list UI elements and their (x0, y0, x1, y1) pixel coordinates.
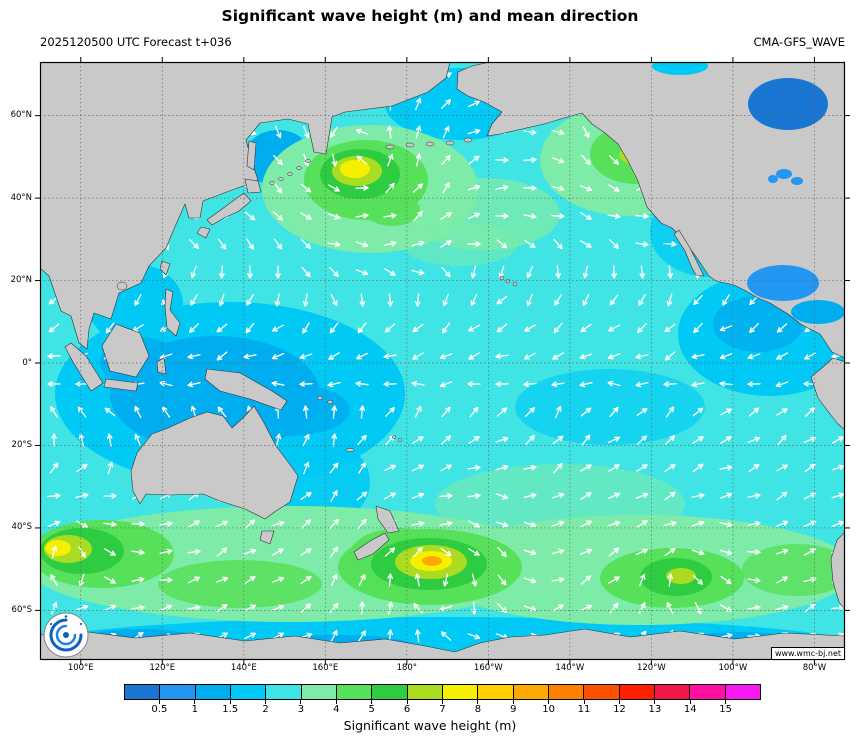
colorbar-tick (229, 700, 231, 704)
colorbar-cell (125, 685, 161, 699)
lon-tick-label: 120°W (636, 663, 666, 673)
colorbar-tick-label: 11 (577, 704, 591, 715)
colorbar-label: Significant wave height (m) (343, 718, 517, 733)
wmc-logo (43, 612, 89, 658)
lon-tick-label: 100°E (67, 663, 94, 673)
watermark: www.wmc-bj.net (770, 647, 845, 660)
lat-tick-label: 20°N (10, 275, 32, 286)
colorbar-tick-label: 0.5 (151, 704, 168, 715)
colorbar-cell (478, 685, 514, 699)
land-masses (40, 62, 845, 660)
colorbar-tick-label: 7 (439, 704, 446, 715)
colorbar-tick (477, 700, 479, 704)
model-name-label: CMA-GFS_WAVE (753, 35, 845, 49)
colorbar-tick-label: 10 (542, 704, 556, 715)
colorbar-tick (371, 700, 373, 704)
colorbar-cell (654, 685, 691, 699)
colorbar-tick-label: 12 (613, 704, 626, 715)
colorbar-tick (689, 700, 691, 704)
lon-tick-label: 180° (396, 663, 418, 673)
colorbar-tick-label: 15 (719, 704, 732, 715)
colorbar-cell (301, 685, 337, 699)
colorbar-tick-label: 6 (403, 704, 411, 715)
colorbar-cell (266, 685, 302, 699)
colorbar-tick (158, 700, 160, 704)
colorbar-tick-label: 3 (297, 704, 305, 715)
colorbar-tick-label: 14 (683, 704, 697, 715)
colorbar-tick-label: 9 (510, 704, 517, 715)
colorbar-cell (725, 685, 760, 699)
colorbar-tick (512, 700, 514, 704)
cyclone-logo-icon (43, 612, 89, 658)
forecast-run-label: 2025120500 UTC Forecast t+036 (40, 35, 232, 49)
colorbar-cell (513, 685, 549, 699)
colorbar-cell (442, 685, 479, 699)
lon-tick-label: 160°W (473, 663, 503, 673)
lon-tick-label: 100°W (718, 663, 748, 673)
map-plot-area: www.wmc-bj.net (35, 57, 850, 665)
x-axis-longitude: 100°E 120°E 140°E 160°E 180° 160°W 140°W 120°W 1… (40, 663, 845, 675)
colorbar-tick-label: 4 (333, 704, 340, 715)
colorbar-cell (548, 685, 585, 699)
lon-tick-label: 140°W (555, 663, 585, 673)
y-axis-latitude: 60°N 40°N 20°N 0° 20°S 40°S 60°S (0, 62, 37, 660)
lat-tick-label: 20°S (11, 439, 32, 450)
lat-tick-label: 60°S (11, 604, 32, 615)
colorbar-tick-label: 1.5 (222, 704, 239, 715)
lon-tick-label: 80°W (802, 663, 827, 673)
colorbar-tick (583, 700, 585, 704)
lat-tick-label: 40°N (10, 192, 32, 203)
colorbar-cell (690, 685, 726, 699)
lon-tick-label: 120°E (149, 663, 176, 673)
lat-tick-label: 40°S (11, 522, 32, 533)
colorbar-tick (300, 700, 302, 704)
colorbar-cell (160, 685, 196, 699)
colorbar-cell (372, 685, 408, 699)
colorbar-tick-label: 8 (474, 704, 482, 715)
colorbar-ticks (124, 700, 761, 704)
colorbar-tick-label: 2 (262, 704, 269, 715)
colorbar-cell (584, 685, 620, 699)
lat-tick-label: 60°N (10, 110, 32, 121)
lon-tick-label: 160°E (312, 663, 339, 673)
colorbar-tick-label: 13 (648, 704, 662, 715)
colorbar-tick (265, 700, 267, 704)
colorbar-tick (406, 700, 408, 704)
map-frame (39, 61, 846, 661)
colorbar-tick (725, 700, 727, 704)
colorbar-cell (195, 685, 231, 699)
colorbar-tick (654, 700, 656, 704)
colorbar-cell (619, 685, 655, 699)
axis-ticks (35, 57, 850, 665)
lon-tick-label: 140°E (230, 663, 257, 673)
colorbar-tick (335, 700, 337, 704)
colorbar-tick (194, 700, 196, 704)
colorbar-tick (548, 700, 550, 704)
map-layers (40, 62, 845, 660)
lat-tick-label: 0° (22, 357, 32, 368)
pacific-wave-map (35, 57, 850, 665)
colorbar-cell (230, 685, 267, 699)
colorbar-tick-label: 5 (368, 704, 375, 715)
colorbar-tick-label: 1 (191, 704, 198, 715)
colorbar (124, 684, 761, 700)
page-title: Significant wave height (m) and mean dir… (221, 7, 639, 25)
colorbar-cell (336, 685, 373, 699)
colorbar-tick (618, 700, 620, 704)
colorbar-tick (442, 700, 443, 704)
colorbar-cell (407, 685, 443, 699)
colorbar-tick-labels: 0.5 1 1.5 2 3 4 5 6 7 8 9 10 11 12 13 14 15 (124, 704, 761, 717)
